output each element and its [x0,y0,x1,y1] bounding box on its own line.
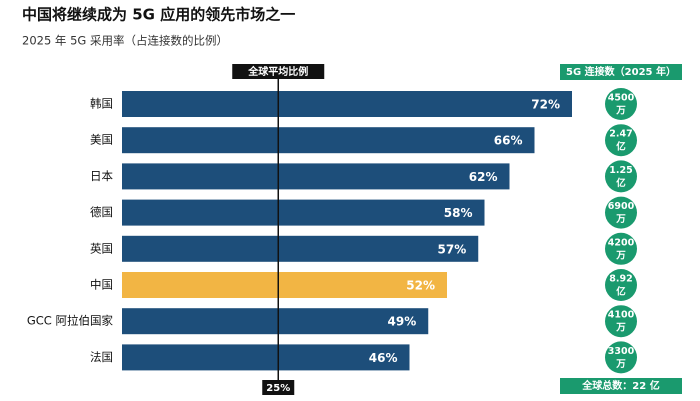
category-label: 中国 [90,278,113,292]
chart-subtitle: 2025 年 5G 采用率（占连接数的比例） [22,34,228,48]
reference-label: 全球平均比例 [247,65,308,78]
connection-number: 4100 [608,310,635,321]
bar [122,163,510,190]
category-label: 英国 [90,241,113,255]
category-label: 美国 [90,133,113,147]
bar [122,308,429,335]
value-label: 66% [494,134,523,148]
connection-number: 2.47 [609,129,632,140]
reference-value-label: 25% [266,383,290,394]
connection-badge [605,232,637,265]
connection-badge [605,124,637,157]
bar [122,199,485,226]
connection-unit: 亿 [616,177,626,189]
value-label: 52% [406,279,435,293]
connection-number: 8.92 [609,274,632,285]
connection-badge [605,196,637,229]
connection-badge [605,160,637,193]
category-label: 法国 [90,350,113,364]
side-footer-box [560,378,682,394]
connection-unit: 万 [615,214,626,225]
connection-unit: 万 [615,359,626,370]
bar [122,127,535,154]
connection-number: 4200 [608,237,635,248]
connection-unit: 亿 [616,286,626,298]
bar [122,235,479,262]
reference-label-box [232,64,325,79]
side-header-box [560,64,682,80]
value-label: 58% [444,206,473,220]
chart-title: 中国将继续成为 5G 应用的领先市场之一 [22,6,295,24]
connection-badge [605,305,637,338]
value-label: 46% [369,351,398,365]
connection-number: 4500 [608,93,635,104]
connection-unit: 万 [615,250,626,261]
connection-unit: 万 [615,106,626,117]
value-label: 62% [469,170,498,184]
category-label: 德国 [90,205,113,219]
category-label: 日本 [90,169,113,183]
bar [122,344,410,371]
connection-number: 3300 [608,346,635,357]
value-label: 57% [438,242,467,256]
reference-value-box [262,380,295,395]
connection-number: 6900 [608,201,635,212]
connection-number: 1.25 [609,165,632,176]
connection-unit: 亿 [616,141,626,153]
side-footer: 全球总数：22 亿 [581,379,659,392]
side-header: 5G 连接数（2025 年） [566,65,676,78]
bar [122,272,447,298]
value-label: 49% [388,315,417,329]
connection-badge [605,341,637,374]
bar [122,91,572,117]
value-label: 72% [531,98,560,112]
connection-unit: 万 [615,323,626,334]
connection-badge [605,269,637,301]
category-label: 韩国 [90,97,113,111]
connection-badge [605,88,637,120]
category-label: GCC 阿拉伯国家 [27,314,114,328]
